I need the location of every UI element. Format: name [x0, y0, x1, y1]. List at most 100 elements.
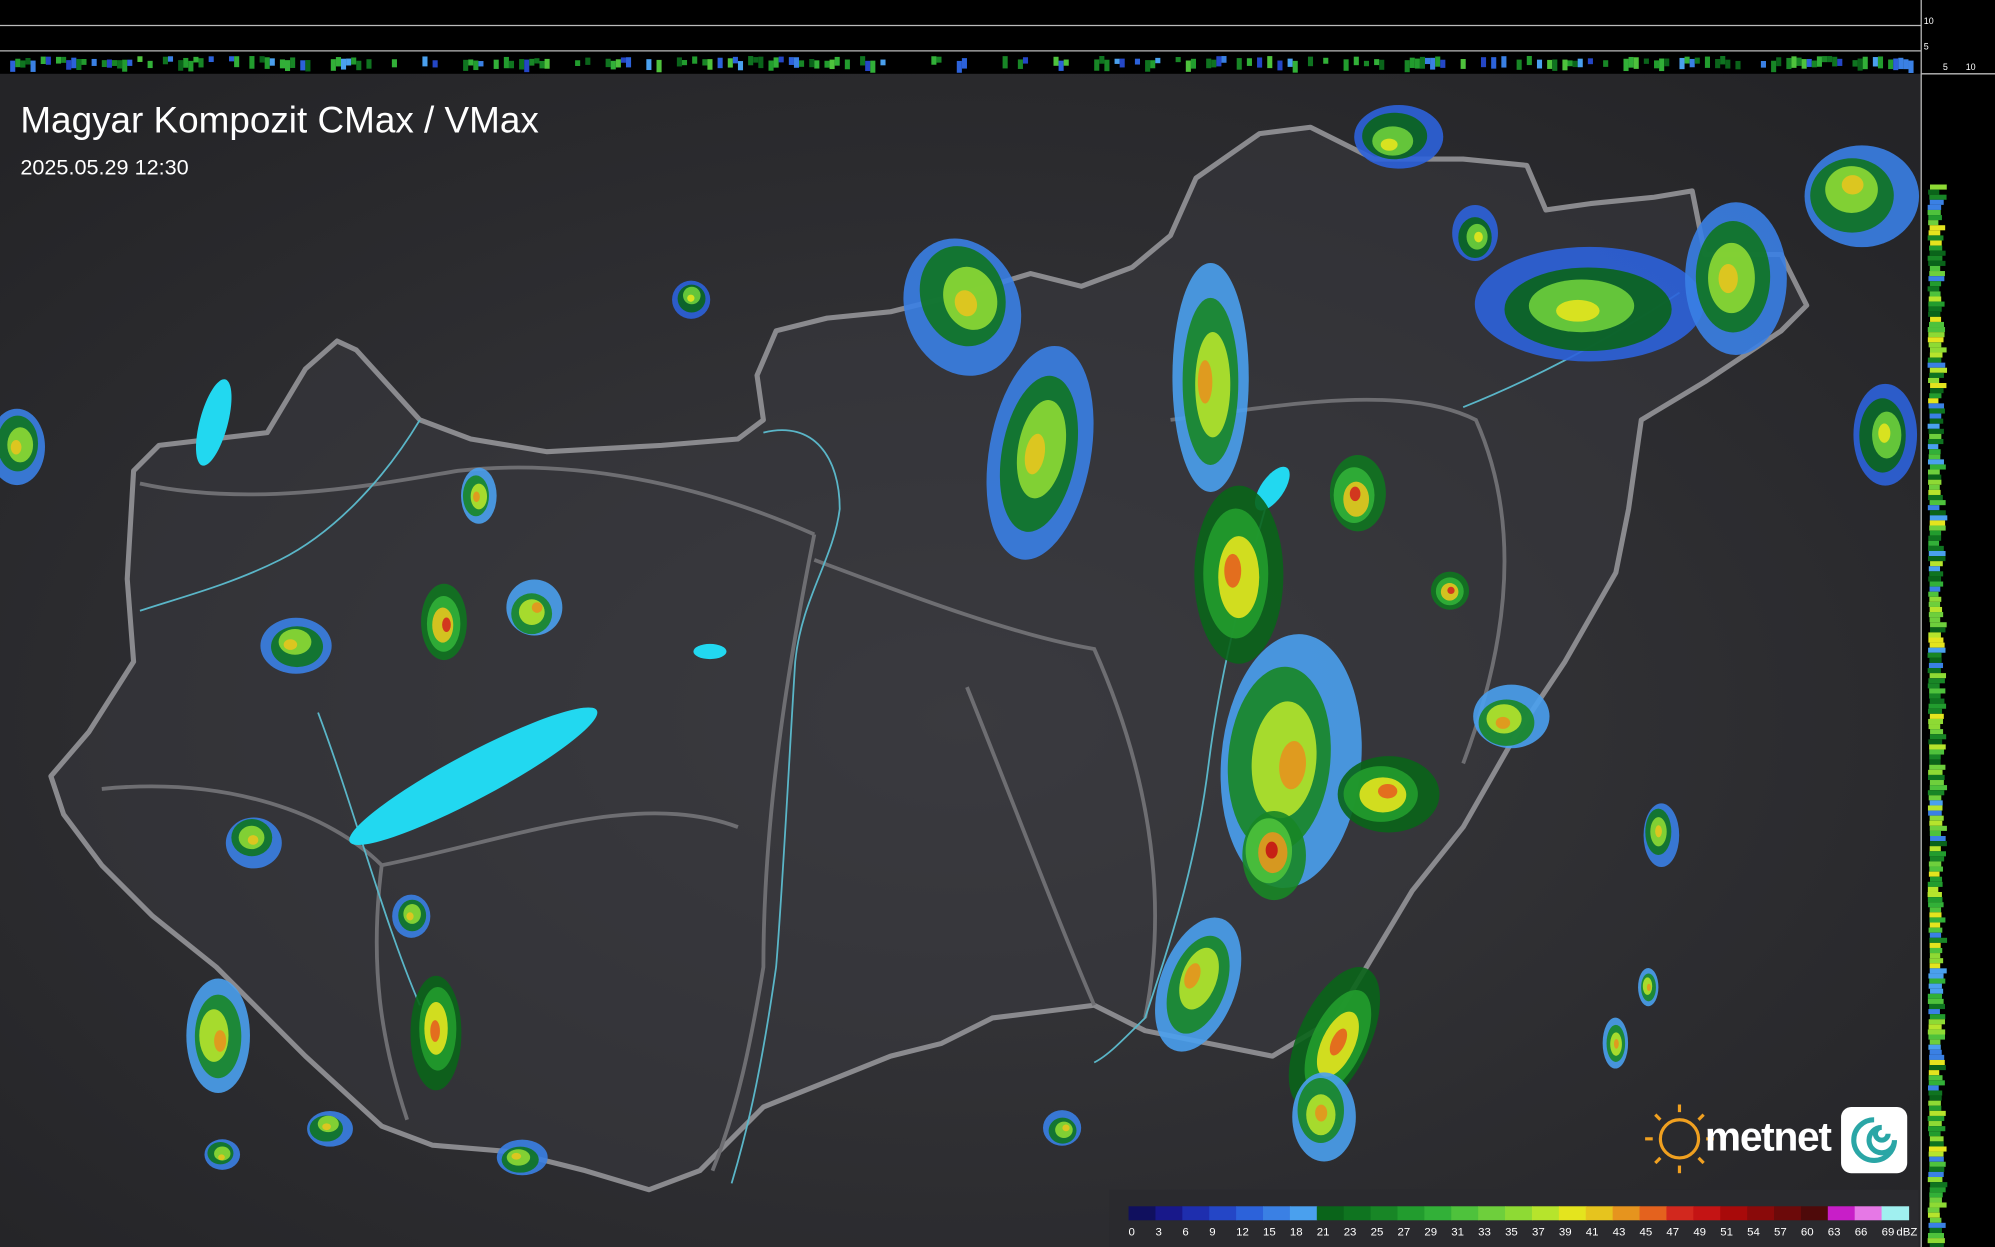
profile-cell — [1929, 907, 1942, 913]
profile-cell — [1929, 764, 1946, 770]
profile-cell — [366, 59, 372, 69]
profile-cell — [1928, 296, 1942, 302]
profile-cell — [391, 59, 397, 68]
profile-cell — [1928, 1222, 1946, 1228]
profile-cell — [1684, 56, 1690, 64]
profile-cell — [1930, 316, 1942, 322]
profile-cell — [539, 60, 545, 69]
profile-cell — [1827, 56, 1833, 63]
profile-cell — [1928, 983, 1942, 989]
profile-cell — [1930, 561, 1943, 567]
profile-cell — [1577, 58, 1583, 68]
profile-cell — [758, 56, 764, 69]
profile-cell — [1928, 332, 1945, 338]
profile-cell — [1929, 937, 1948, 943]
profile-cell — [1929, 1166, 1945, 1172]
echo — [511, 1152, 522, 1160]
profile-cell — [106, 59, 112, 68]
profile-cell — [1928, 724, 1941, 730]
profile-cell — [1930, 729, 1944, 735]
profile-cell — [1628, 56, 1634, 68]
profile-cell — [1928, 1090, 1943, 1096]
legend-swatch — [1881, 1206, 1910, 1221]
profile-cell — [1155, 57, 1161, 64]
profile-cell — [1928, 489, 1941, 495]
legend-label: 29 — [1424, 1227, 1437, 1239]
profile-cell — [1236, 58, 1242, 70]
profile-cell — [1323, 57, 1329, 64]
profile-cell — [1928, 1171, 1944, 1178]
lake — [1254, 466, 1290, 511]
echo — [406, 912, 414, 921]
profile-cell — [1929, 851, 1946, 857]
profile-cell — [1562, 59, 1568, 71]
profile-cell — [1857, 58, 1863, 71]
profile-cell — [1786, 57, 1792, 70]
legend-swatch — [1128, 1206, 1157, 1221]
profile-cell — [1927, 886, 1939, 892]
profile-cell — [1796, 57, 1802, 66]
profile-cell — [936, 56, 942, 63]
profile-cell — [1440, 59, 1446, 68]
legend-label: 9 — [1209, 1227, 1215, 1239]
profile-cell — [1409, 57, 1415, 68]
profile-cell — [1930, 240, 1942, 246]
profile-cell — [692, 56, 698, 64]
profile-echoes — [10, 55, 1914, 73]
legend-swatch — [1854, 1206, 1883, 1221]
echo — [430, 1020, 440, 1042]
profile-cell — [1929, 245, 1943, 251]
profile-cell — [1927, 652, 1942, 658]
profile-cell — [1572, 60, 1578, 68]
profile-cell — [1929, 250, 1946, 256]
profile-cell — [1277, 60, 1283, 71]
profile-cell — [880, 59, 886, 66]
profile-cell — [1552, 59, 1558, 71]
profile-cell — [1058, 60, 1064, 71]
profile-cell — [178, 60, 184, 71]
profile-cell — [1928, 398, 1939, 404]
profile-cell — [1929, 693, 1941, 699]
profile-cell — [1806, 58, 1812, 67]
profile-cell — [1175, 57, 1181, 63]
profile-cell — [1928, 220, 1939, 226]
profile-cell — [1928, 545, 1944, 551]
profile-cell — [1929, 932, 1942, 938]
profile-cell — [1927, 459, 1944, 465]
echo — [218, 1154, 225, 1161]
profile-cell — [234, 56, 240, 68]
profile-cell — [1927, 805, 1943, 811]
profile-cell — [1929, 525, 1946, 531]
profile-cell — [1908, 60, 1914, 73]
profile-cell — [1928, 703, 1947, 709]
profile-cell — [1929, 1014, 1946, 1020]
profile-cell — [1928, 591, 1939, 597]
profile-cell — [1928, 1151, 1944, 1157]
profile-label: 5 — [1943, 62, 1948, 72]
echo — [954, 290, 978, 317]
echo — [1184, 963, 1201, 989]
legend-swatch — [1774, 1206, 1802, 1221]
profile-cell — [681, 60, 688, 66]
profile-cell — [1928, 479, 1942, 485]
profile-cell — [249, 56, 255, 69]
profile-cell — [1929, 754, 1941, 760]
profile-cell — [1928, 306, 1942, 312]
profile-cell — [183, 57, 189, 68]
legend-label: 37 — [1532, 1227, 1545, 1239]
legend-swatch — [1263, 1206, 1291, 1221]
profile-cell — [1928, 810, 1942, 816]
profile-cell — [1725, 59, 1731, 69]
legend-swatch — [1236, 1206, 1264, 1221]
echo — [1195, 331, 1231, 438]
profile-cell — [1832, 56, 1838, 67]
profile-cell — [1929, 749, 1945, 755]
legend-swatch — [1747, 1206, 1775, 1221]
profile-cell — [1257, 57, 1263, 68]
echo — [687, 294, 695, 302]
profile-cell — [259, 56, 265, 63]
profile-cell — [1837, 58, 1843, 66]
echo — [531, 602, 543, 613]
profile-cell — [1927, 362, 1946, 368]
profile-cell — [208, 56, 214, 63]
